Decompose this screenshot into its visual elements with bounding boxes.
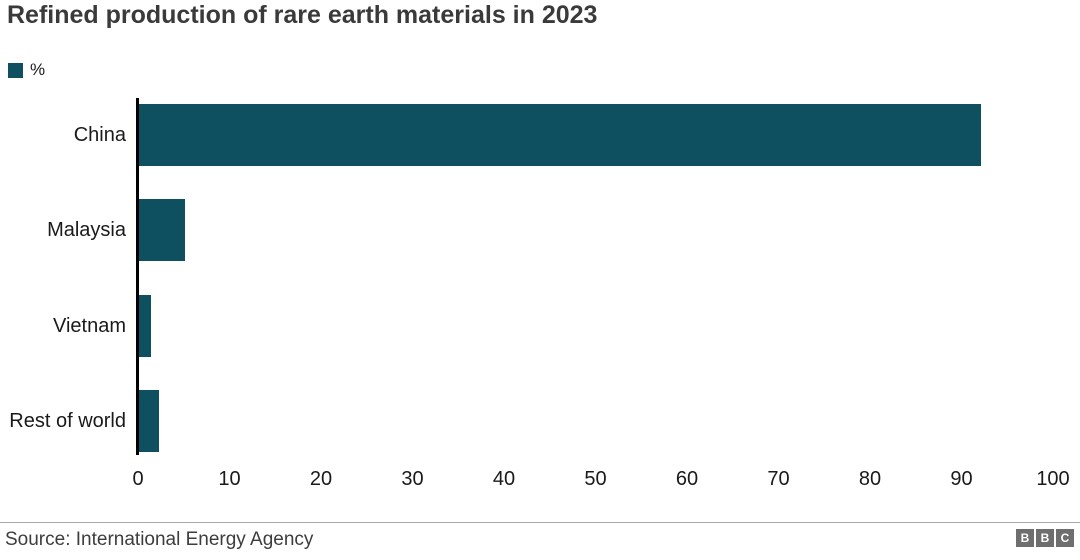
bar-vietnam xyxy=(139,294,151,357)
bbc-logo-block-b: B xyxy=(1036,529,1054,547)
x-tick-90: 90 xyxy=(950,468,973,490)
x-tick-20: 20 xyxy=(309,468,333,490)
category-label-malaysia: Malaysia xyxy=(47,219,126,241)
bar-china xyxy=(139,103,981,166)
x-tick-10: 10 xyxy=(218,468,241,490)
legend-label: % xyxy=(30,60,46,79)
x-tick-40: 40 xyxy=(492,468,516,490)
x-tick-30: 30 xyxy=(401,468,424,490)
x-axis-ticks: 0 10 20 30 40 50 60 70 80 90 100 xyxy=(0,468,1080,494)
chart-title: Refined production of rare earth materia… xyxy=(7,1,598,29)
bar-malaysia xyxy=(139,199,185,261)
y-axis-line xyxy=(136,98,139,455)
bbc-logo-block-b: B xyxy=(1016,529,1034,547)
bar-rest-of-world xyxy=(139,390,160,452)
x-tick-100: 100 xyxy=(1036,468,1070,490)
legend-swatch-icon xyxy=(8,62,23,78)
x-tick-0: 0 xyxy=(132,468,144,490)
x-tick-70: 70 xyxy=(767,468,790,490)
bbc-logo-block-c: C xyxy=(1056,529,1074,547)
x-tick-50: 50 xyxy=(584,468,607,490)
bar-chart: China Malaysia Vietnam Rest of world xyxy=(0,98,1080,456)
category-label-rest-of-world: Rest of world xyxy=(9,410,126,432)
category-label-china: China xyxy=(73,123,126,146)
footer-divider xyxy=(0,522,1080,523)
category-label-vietnam: Vietnam xyxy=(52,314,126,337)
x-tick-80: 80 xyxy=(858,468,882,490)
legend: % xyxy=(8,60,45,80)
source-text: Source: International Energy Agency xyxy=(5,529,314,550)
x-tick-60: 60 xyxy=(675,468,699,490)
